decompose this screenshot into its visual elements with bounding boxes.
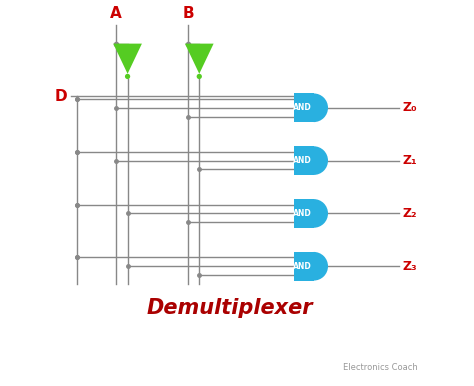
FancyBboxPatch shape — [293, 146, 314, 175]
Wedge shape — [314, 252, 328, 281]
Wedge shape — [314, 199, 328, 228]
FancyBboxPatch shape — [293, 93, 314, 122]
FancyBboxPatch shape — [293, 199, 314, 228]
Text: AND: AND — [293, 156, 312, 165]
FancyBboxPatch shape — [293, 252, 314, 281]
Polygon shape — [185, 44, 214, 74]
Text: D: D — [55, 89, 67, 104]
Text: Z₁: Z₁ — [402, 154, 417, 167]
Text: AND: AND — [293, 209, 312, 218]
Text: B: B — [182, 6, 194, 21]
Text: A: A — [110, 6, 122, 21]
Text: Demultiplexer: Demultiplexer — [146, 298, 313, 318]
Text: AND: AND — [293, 103, 312, 112]
Wedge shape — [314, 93, 328, 122]
Circle shape — [197, 74, 202, 79]
Text: Electronics Coach: Electronics Coach — [343, 363, 418, 372]
Text: Z₀: Z₀ — [402, 101, 417, 114]
Text: Z₂: Z₂ — [402, 207, 417, 220]
Circle shape — [125, 74, 130, 79]
Text: AND: AND — [293, 262, 312, 271]
Wedge shape — [314, 146, 328, 175]
Polygon shape — [113, 44, 142, 74]
Text: Z₃: Z₃ — [402, 260, 417, 273]
